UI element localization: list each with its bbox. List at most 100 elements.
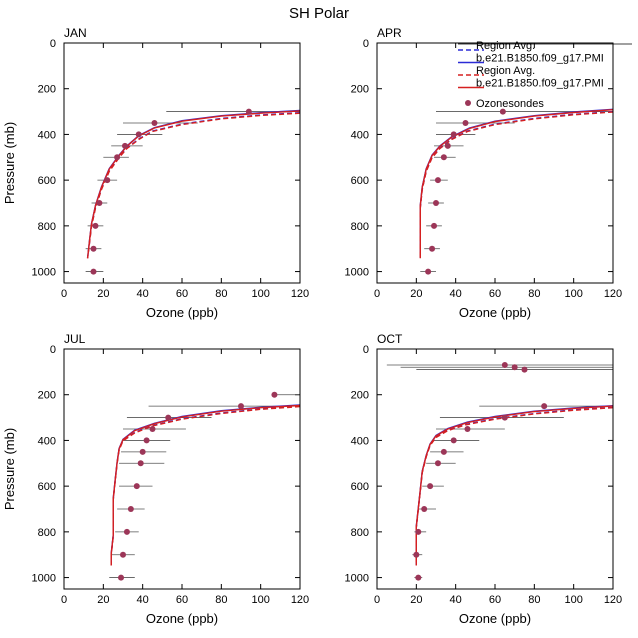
sonde-point	[429, 245, 436, 252]
sonde-point	[462, 120, 469, 126]
x-tick-label: 120	[604, 594, 622, 606]
sonde-point	[431, 222, 438, 229]
sonde-point	[434, 460, 441, 467]
series-line-2	[419, 111, 613, 259]
sonde-point	[464, 426, 471, 432]
sonde-point	[434, 177, 441, 184]
sonde-point	[92, 222, 99, 229]
sonde-point	[120, 551, 126, 558]
sonde-point	[501, 362, 508, 368]
legend-label-3: b.e21.B1850.f09_g17.PMI	[476, 78, 604, 90]
legend: Region Avg.b.e21.B1850.f09_g17.PMIRegion…	[458, 40, 632, 110]
y-tick-label: 600	[351, 481, 369, 493]
y-tick-label: 800	[38, 527, 56, 539]
sonde-point	[415, 528, 422, 535]
sonde-point	[149, 426, 156, 432]
y-tick-label: 200	[38, 84, 56, 96]
panel-jan: JAN 0 20 40 60 80 100 120 0 200 400 600 800 1000 Ozone…	[2, 26, 309, 320]
sonde-point	[415, 574, 422, 581]
sonde-point	[541, 403, 548, 410]
y-tick-label: 0	[50, 38, 56, 50]
sonde-point	[165, 414, 172, 421]
y-tick-label: 400	[38, 129, 56, 141]
plot-frame	[376, 348, 614, 590]
y-tick-label: 0	[363, 344, 369, 356]
y-tick-label: 400	[351, 129, 369, 141]
series-line-2	[415, 407, 613, 566]
x-tick-label: 80	[528, 288, 540, 300]
y-tick-label: 200	[351, 84, 369, 96]
sonde-point	[427, 483, 434, 490]
sonde-point	[121, 142, 128, 149]
x-tick-label: 120	[604, 288, 622, 300]
sonde-point	[421, 506, 428, 512]
y-tick-label: 200	[38, 390, 56, 402]
y-tick-label: 200	[351, 390, 369, 402]
sonde-point	[450, 437, 457, 444]
legend-marker-4	[465, 100, 471, 106]
panel-apr: APR 0 20 40 60 80 100 120 0 200 400 600 800 1000 Ozone…	[345, 26, 623, 320]
sonde-point	[137, 460, 144, 467]
sonde-point	[96, 200, 103, 206]
y-tick-label: 400	[351, 435, 369, 447]
sonde-point	[151, 120, 158, 126]
sonde-point	[450, 131, 457, 138]
y-axis-label: Pressure (mb)	[2, 122, 17, 204]
sonde-point	[139, 448, 146, 455]
x-tick-label: 100	[564, 594, 582, 606]
sonde-point	[440, 154, 447, 161]
sonde-point	[238, 403, 244, 410]
y-tick-label: 1000	[345, 573, 369, 585]
series-line-3	[419, 109, 613, 259]
x-tick-label: 120	[291, 594, 309, 606]
x-tick-label: 40	[450, 594, 462, 606]
x-tick-label: 60	[176, 594, 188, 606]
sonde-point	[271, 391, 278, 398]
y-tick-label: 800	[351, 527, 369, 539]
y-axis-label: Pressure (mb)	[2, 428, 17, 510]
panel-label: JUL	[64, 332, 86, 346]
y-tick-label: 1000	[345, 267, 369, 279]
y-tick-label: 600	[38, 175, 56, 187]
sonde-point	[123, 528, 130, 535]
sonde-point	[90, 268, 97, 275]
y-tick-label: 800	[351, 221, 369, 233]
sonde-point	[133, 483, 140, 490]
y-tick-label: 800	[38, 221, 56, 233]
legend-label-4: Ozonesondes	[476, 98, 544, 110]
sonde-point	[499, 108, 506, 115]
y-tick-label: 600	[351, 175, 369, 187]
x-tick-label: 40	[450, 288, 462, 300]
figure-title: SH Polar	[289, 5, 349, 22]
x-tick-label: 0	[374, 288, 380, 300]
x-tick-label: 20	[97, 288, 109, 300]
sonde-point	[135, 131, 142, 138]
x-tick-label: 20	[410, 288, 422, 300]
plot-area	[109, 391, 300, 581]
sonde-point	[90, 245, 97, 252]
plot-frame	[376, 42, 614, 284]
x-tick-label: 100	[564, 288, 582, 300]
sonde-point	[413, 551, 420, 558]
x-axis-label: Ozone (ppb)	[146, 305, 218, 320]
panel-label: OCT	[377, 332, 403, 346]
sonde-point	[521, 366, 528, 373]
plot-area	[386, 362, 613, 581]
y-tick-label: 1000	[32, 267, 56, 279]
sonde-point	[511, 364, 518, 371]
plot-frame	[63, 348, 301, 590]
x-tick-label: 40	[137, 594, 149, 606]
series-line-1	[86, 109, 300, 258]
sonde-point	[501, 414, 508, 421]
sonde-point	[433, 200, 439, 206]
sonde-point	[245, 108, 252, 115]
x-tick-label: 60	[489, 594, 501, 606]
x-tick-label: 80	[528, 594, 540, 606]
series-line-3	[110, 404, 300, 566]
y-tick-label: 0	[363, 38, 369, 50]
panel-oct: OCT 0 20 40 60 80 100 120 0 200 400 600 800 1000 Ozone…	[345, 332, 623, 626]
panel-label: JAN	[64, 26, 87, 40]
sonde-point	[118, 574, 125, 581]
y-tick-label: 0	[50, 344, 56, 356]
